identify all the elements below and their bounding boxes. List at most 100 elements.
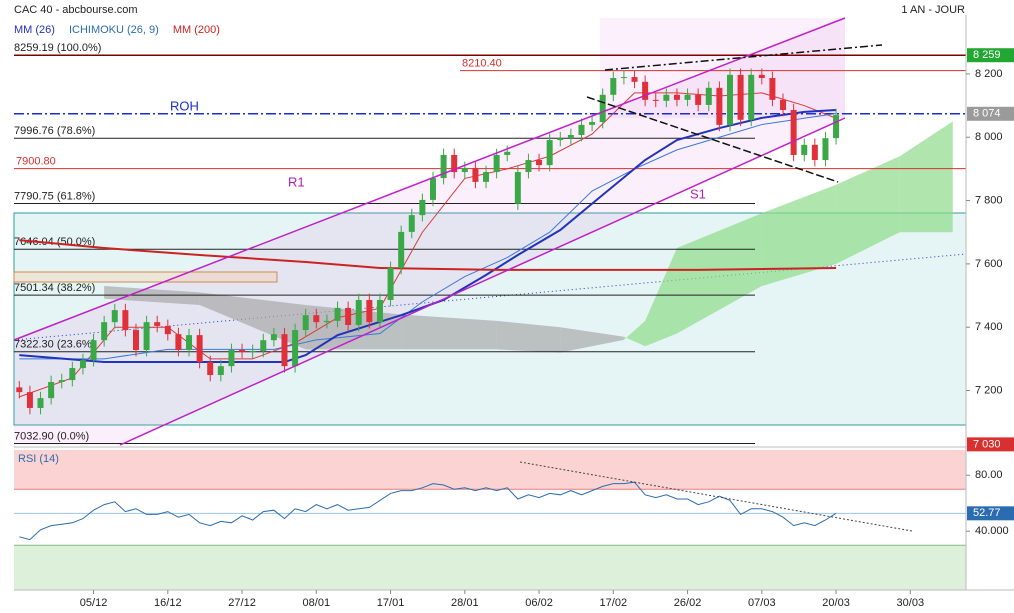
candle-body bbox=[705, 87, 712, 105]
ma-line bbox=[19, 108, 837, 364]
data-layer: 8259.19 (100.0%) 7996.76 (78.6%) 7790.75 (… bbox=[14, 42, 966, 590]
rsi-y-tick-label: 40.000 bbox=[975, 525, 1009, 537]
candle-body bbox=[366, 299, 373, 323]
candle-body bbox=[228, 350, 235, 367]
channel-fill bbox=[14, 18, 845, 445]
candle-body bbox=[334, 307, 341, 321]
oversold-zone bbox=[14, 545, 966, 590]
x-tick-label: 17/02 bbox=[600, 597, 628, 609]
candle-body bbox=[833, 115, 840, 139]
candle-body bbox=[801, 144, 808, 155]
candle-body bbox=[37, 398, 44, 408]
candle-body bbox=[292, 330, 299, 367]
x-tick-label: 05/12 bbox=[80, 597, 108, 609]
candle-body bbox=[695, 94, 702, 105]
candle-body bbox=[631, 77, 638, 82]
candle-body bbox=[111, 310, 118, 323]
candle-body bbox=[79, 360, 86, 369]
kijun-line bbox=[19, 112, 837, 360]
y-tick-label: 7 600 bbox=[975, 258, 1003, 270]
candle-body bbox=[281, 334, 288, 367]
candle-body bbox=[26, 392, 33, 408]
channel-upper bbox=[13, 17, 846, 341]
y-tick-label: 8 000 bbox=[975, 131, 1003, 143]
ichimoku-cloud bbox=[761, 184, 837, 287]
candle-body bbox=[132, 330, 139, 351]
rsi-panel bbox=[14, 450, 966, 590]
candle-body bbox=[408, 215, 415, 232]
ichimoku-cloud bbox=[560, 327, 624, 353]
fib-label: 8259.19 (100.0%) bbox=[14, 42, 101, 54]
candle-body bbox=[302, 315, 309, 331]
overlays: CAC 40 - abcbourse.com 1 AN - JOUR ROH R… bbox=[13, 4, 1014, 609]
ichimoku-cloud bbox=[496, 320, 561, 353]
candle-body bbox=[249, 350, 256, 352]
candle-body bbox=[578, 124, 585, 136]
x-tick-label: 16/12 bbox=[154, 597, 182, 609]
legend-entry: MM (26) bbox=[14, 24, 55, 36]
candle-body bbox=[429, 178, 436, 200]
candle-body bbox=[514, 172, 521, 204]
ichimoku-cloud bbox=[623, 320, 646, 347]
candle-body bbox=[663, 94, 670, 101]
x-tick-label: 27/12 bbox=[228, 597, 256, 609]
level-label: 7900.80 bbox=[16, 156, 56, 168]
candle-body bbox=[780, 99, 787, 110]
annotation: S1 bbox=[690, 186, 706, 201]
rsi-tag-label: 52.77 bbox=[973, 507, 1001, 519]
candle-body bbox=[376, 299, 383, 323]
candle-body bbox=[652, 99, 659, 101]
x-tick-label: 08/01 bbox=[303, 597, 331, 609]
rsi-y-tick-label: 80.00 bbox=[975, 469, 1003, 481]
level-label: 8210.40 bbox=[462, 58, 502, 70]
candle-body bbox=[313, 315, 320, 323]
y-tick-label: 7 800 bbox=[975, 194, 1003, 206]
candle-body bbox=[811, 144, 818, 161]
price-tag-label: 7 030 bbox=[973, 438, 1001, 450]
candle-body bbox=[196, 335, 203, 363]
candle-body bbox=[16, 387, 23, 393]
ma-line bbox=[19, 239, 837, 271]
ichimoku-cloud bbox=[199, 292, 306, 350]
annotation: ROH bbox=[170, 98, 199, 113]
x-tick-label: 20/03 bbox=[822, 597, 850, 609]
candle-body bbox=[493, 154, 500, 173]
candle-body bbox=[642, 81, 649, 100]
candle-body bbox=[451, 154, 458, 173]
candle-body bbox=[419, 199, 426, 216]
price-tag bbox=[967, 106, 1014, 121]
price-tag bbox=[967, 48, 1014, 63]
candle-body bbox=[758, 74, 765, 79]
top-zone bbox=[600, 18, 845, 118]
candle-body bbox=[472, 167, 479, 182]
candle-body bbox=[557, 138, 564, 141]
x-tick-label: 28/01 bbox=[451, 597, 479, 609]
fib-label: 7032.90 (0.0%) bbox=[14, 430, 89, 442]
candle-body bbox=[504, 151, 511, 155]
y-tick-label: 7 200 bbox=[975, 384, 1003, 396]
candle-body bbox=[122, 310, 129, 331]
candle-body bbox=[822, 138, 829, 161]
resistance-dash bbox=[604, 44, 883, 71]
ichimoku-cloud bbox=[645, 248, 677, 347]
period: 1 AN - JOUR bbox=[901, 4, 965, 16]
candle-body bbox=[620, 77, 627, 79]
candle-body bbox=[589, 122, 596, 125]
candle-body bbox=[716, 87, 723, 125]
candle-body bbox=[737, 74, 744, 120]
orange-box bbox=[13, 271, 278, 283]
candle-body bbox=[58, 380, 65, 382]
candle-body bbox=[673, 94, 680, 100]
candle-body bbox=[483, 172, 490, 182]
x-tick-label: 06/02 bbox=[525, 597, 553, 609]
candle-body bbox=[164, 325, 171, 335]
channel-lower bbox=[119, 117, 846, 446]
candle-body bbox=[207, 362, 214, 376]
candle-body bbox=[769, 78, 776, 100]
rsi-tag bbox=[967, 506, 1014, 521]
candle-body bbox=[790, 109, 797, 155]
annotation: R1 bbox=[288, 174, 305, 189]
x-tick-label: 07/03 bbox=[748, 597, 776, 609]
candle-body bbox=[387, 267, 394, 300]
